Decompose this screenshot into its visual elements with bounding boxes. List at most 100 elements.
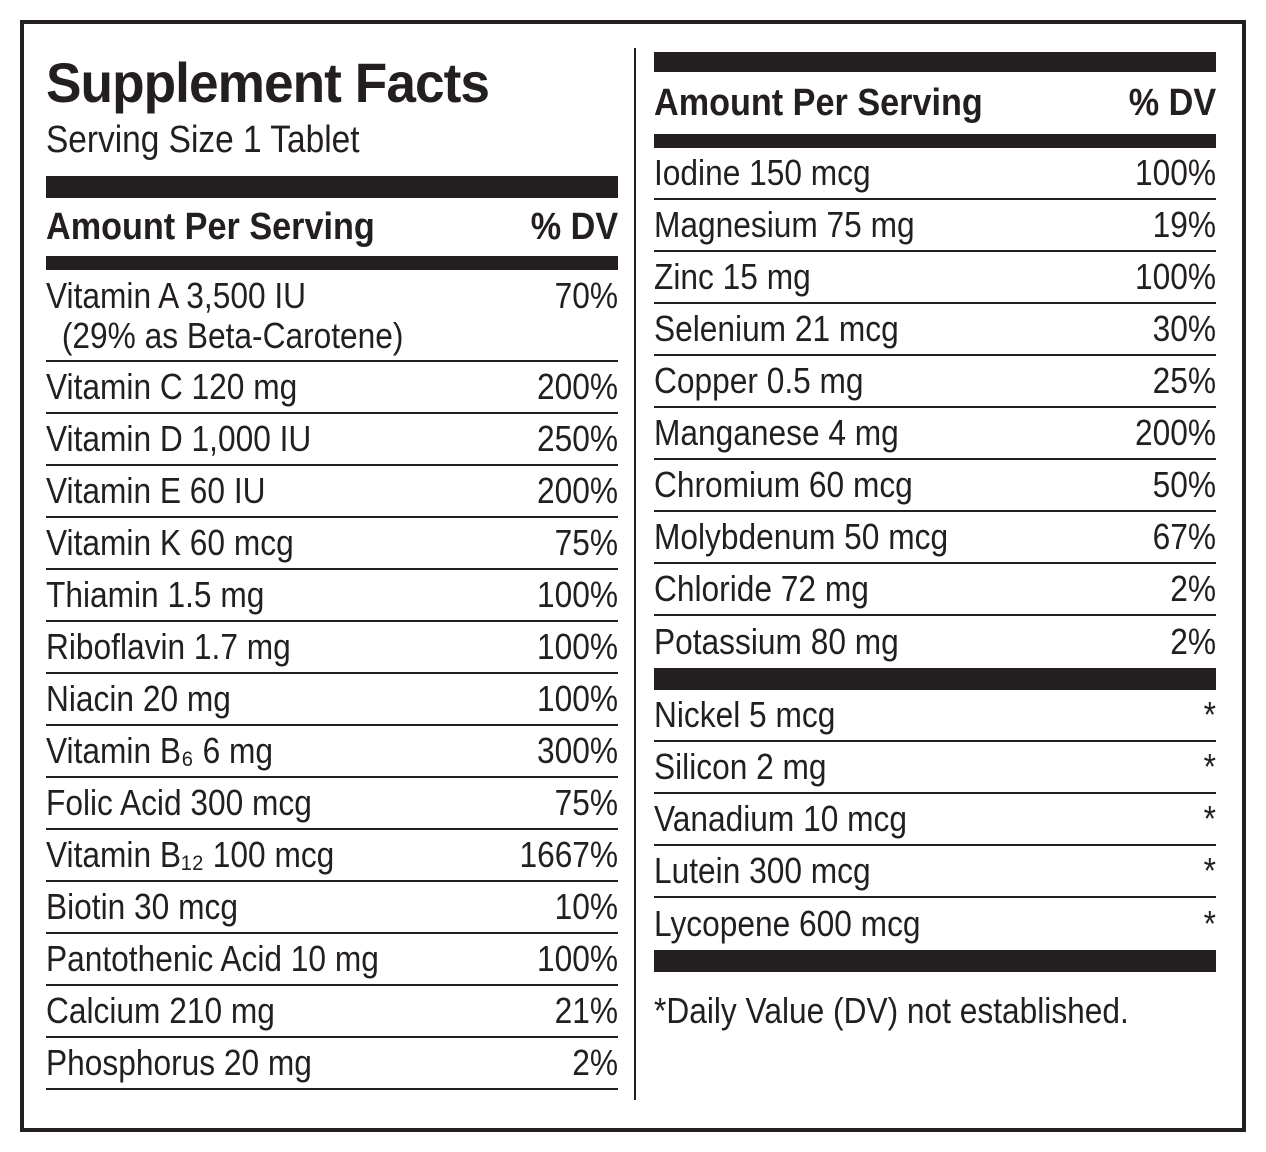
supplement-facts-panel <box>20 20 1246 1132</box>
footnote: *Daily Value (DV) not established. <box>654 990 1129 1031</box>
nutrient-amount: Nickel 5 mcg <box>654 694 836 735</box>
nutrient-row: Vitamin B₆ 6 mg 300% <box>46 726 618 778</box>
nutrient-dv: * <box>1203 850 1216 891</box>
separator-bar <box>654 668 1216 690</box>
nutrient-dv: 100% <box>536 626 618 667</box>
nutrient-name: Vanadium 10 mcg <box>654 799 907 839</box>
nutrient-dv: 25% <box>1152 360 1216 401</box>
nutrient-amount: Vitamin D 1,000 IU <box>46 418 312 459</box>
footer-bar <box>654 950 1216 972</box>
nutrient-name: Lutein 300 mcg <box>654 851 871 891</box>
nutrient-dv: 75% <box>554 522 618 563</box>
nutrient-amount: Vitamin E 60 IU <box>46 470 266 511</box>
nutrient-note: (29% as Beta-Carotene) <box>61 315 404 356</box>
nutrient-name: Iodine 150 mcg <box>654 153 871 193</box>
nutrient-row: Vitamin C 120 mg 200% <box>46 362 618 414</box>
nutrient-name: Vitamin B₆ 6 mg <box>46 731 273 771</box>
right-top-bar <box>654 52 1216 72</box>
nutrient-dv: 75% <box>554 782 618 823</box>
nutrient-row: Silicon 2 mg * <box>654 742 1216 794</box>
nutrient-amount: Pantothenic Acid 10 mg <box>46 938 379 979</box>
nutrient-row: Folic Acid 300 mcg 75% <box>46 778 618 830</box>
nutrient-dv: 10% <box>554 886 618 927</box>
nutrient-row: Copper 0.5 mg 25% <box>654 356 1216 408</box>
nutrient-dv: 100% <box>536 678 618 719</box>
nutrient-name: Vitamin C 120 mg <box>46 367 297 407</box>
nutrient-amount: Calcium 210 mg <box>46 990 275 1031</box>
nutrient-row: Vanadium 10 mcg * <box>654 794 1216 846</box>
nutrient-row: Biotin 30 mcg 10% <box>46 882 618 934</box>
nutrient-dv: 70% <box>554 275 618 316</box>
nutrient-row: Lutein 300 mcg * <box>654 846 1216 898</box>
nutrient-dv: 30% <box>1152 308 1216 349</box>
nutrient-amount: Vanadium 10 mcg <box>654 798 907 839</box>
nutrient-name: Zinc 15 mg <box>654 257 811 297</box>
amount-header: Amount Per Serving <box>654 81 983 124</box>
nutrient-name: Selenium 21 mcg <box>654 309 899 349</box>
nutrient-dv: 50% <box>1152 464 1216 505</box>
nutrient-amount: Thiamin 1.5 mg <box>46 574 265 615</box>
nutrient-row: Vitamin A 3,500 IU (29% as Beta-Carotene)… <box>46 270 618 362</box>
nutrient-amount: Potassium 80 mg <box>654 621 899 662</box>
nutrient-name: Pantothenic Acid 10 mg <box>46 939 379 979</box>
nutrient-row: Molybdenum 50 mcg 67% <box>654 512 1216 564</box>
nutrient-name: Nickel 5 mcg <box>654 695 835 735</box>
nutrient-name: Thiamin 1.5 mg <box>46 575 264 615</box>
nutrient-name: Potassium 80 mg <box>654 622 899 662</box>
nutrient-amount: Vitamin A 3,500 IU <box>46 275 307 316</box>
amount-header: Amount Per Serving <box>46 205 375 248</box>
dv-header: % DV <box>530 205 618 248</box>
nutrient-name: Vitamin E 60 IU <box>46 471 266 511</box>
nutrient-row: Vitamin D 1,000 IU 250% <box>46 414 618 466</box>
nutrient-amount: Phosphorus 20 mg <box>46 1042 312 1083</box>
nutrient-dv: * <box>1203 746 1216 787</box>
nutrient-dv: 67% <box>1152 516 1216 557</box>
nutrient-row: Iodine 150 mcg 100% <box>654 148 1216 200</box>
nutrient-dv: 100% <box>536 938 618 979</box>
nutrient-name: Manganese 4 mg <box>654 413 899 453</box>
nutrient-name: Calcium 210 mg <box>46 991 275 1031</box>
nutrient-dv: 21% <box>554 990 618 1031</box>
nutrient-row: Selenium 21 mcg 30% <box>654 304 1216 356</box>
nutrient-dv: 100% <box>1134 256 1216 297</box>
nutrient-dv: 200% <box>1134 412 1216 453</box>
nutrient-row: Chromium 60 mcg 50% <box>654 460 1216 512</box>
left-header-row: Amount Per Serving % DV <box>46 198 618 270</box>
nutrient-name: Silicon 2 mg <box>654 747 827 787</box>
nutrient-dv: * <box>1203 798 1216 839</box>
dv-header: % DV <box>1128 81 1216 124</box>
nutrient-name: Vitamin K 60 mcg <box>46 523 294 563</box>
panel-title: Supplement Facts <box>46 51 490 114</box>
nutrient-dv: 100% <box>1134 152 1216 193</box>
nutrient-amount: Silicon 2 mg <box>654 746 827 787</box>
nutrient-row: Lycopene 600 mcg * <box>654 898 1216 950</box>
left-nutrient-list: Vitamin A 3,500 IU (29% as Beta-Carotene)… <box>46 270 618 1090</box>
nutrient-name: Phosphorus 20 mg <box>46 1043 312 1083</box>
nutrient-amount: Chromium 60 mcg <box>654 464 913 505</box>
nutrient-name: Chromium 60 mcg <box>654 465 913 505</box>
nutrient-row: Vitamin E 60 IU 200% <box>46 466 618 518</box>
nutrient-row: Vitamin K 60 mcg 75% <box>46 518 618 570</box>
nutrient-dv: * <box>1203 694 1216 735</box>
nutrient-row: Thiamin 1.5 mg 100% <box>46 570 618 622</box>
nutrient-amount: Molybdenum 50 mcg <box>654 516 949 557</box>
nutrient-name: Niacin 20 mg <box>46 679 231 719</box>
nutrient-dv: 1667% <box>519 834 618 875</box>
nutrient-amount: Vitamin B₁₂ 100 mcg <box>46 834 335 875</box>
nutrient-amount: Zinc 15 mg <box>654 256 811 297</box>
nutrient-amount: Vitamin C 120 mg <box>46 366 298 407</box>
nutrient-row: Magnesium 75 mg 19% <box>654 200 1216 252</box>
nutrient-dv: 200% <box>536 366 618 407</box>
nutrient-amount: Niacin 20 mg <box>46 678 231 719</box>
nutrient-row: Phosphorus 20 mg 2% <box>46 1038 618 1090</box>
nutrient-row: Manganese 4 mg 200% <box>654 408 1216 460</box>
right-header-row: Amount Per Serving % DV <box>654 72 1216 148</box>
nutrient-name: Vitamin D 1,000 IU <box>46 419 311 459</box>
nutrient-amount: Vitamin K 60 mcg <box>46 522 294 563</box>
nutrient-name: Biotin 30 mcg <box>46 887 238 927</box>
nutrient-amount: Selenium 21 mcg <box>654 308 899 349</box>
nutrient-dv: 19% <box>1152 204 1216 245</box>
nutrient-amount: Copper 0.5 mg <box>654 360 864 401</box>
right-nutrient-list: Iodine 150 mcg 100% Magnesium 75 mg 19% Zinc… <box>654 148 1216 668</box>
serving-size: Serving Size 1 Tablet <box>46 119 360 161</box>
